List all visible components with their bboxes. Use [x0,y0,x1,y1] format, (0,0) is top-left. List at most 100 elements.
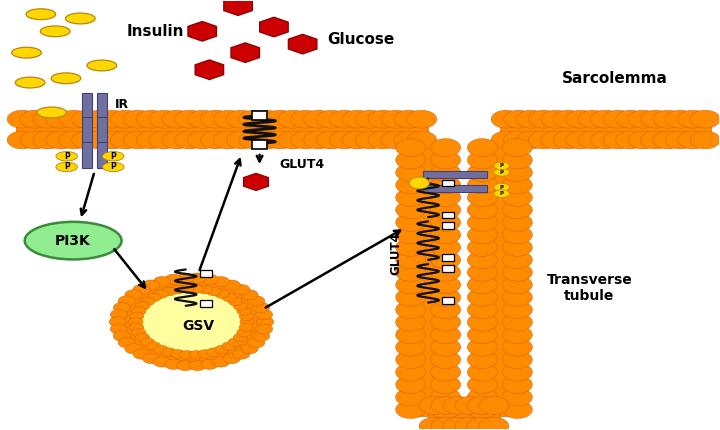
Circle shape [678,131,708,149]
Circle shape [342,110,372,128]
Circle shape [419,396,449,415]
Circle shape [396,226,426,244]
Circle shape [135,333,150,342]
Circle shape [467,417,497,430]
Circle shape [431,163,461,181]
Ellipse shape [133,289,250,354]
Circle shape [239,110,269,128]
Polygon shape [224,0,252,15]
Circle shape [503,313,532,331]
Bar [200,270,212,277]
Circle shape [431,417,461,430]
Circle shape [140,338,155,347]
Circle shape [503,201,532,219]
Bar [428,404,500,427]
Circle shape [97,110,127,128]
Circle shape [467,251,498,269]
Circle shape [467,188,498,206]
Circle shape [541,110,571,128]
Text: P: P [500,163,504,169]
Text: PI3K: PI3K [55,233,91,248]
Circle shape [407,110,437,128]
Circle shape [7,131,37,149]
Circle shape [431,363,461,381]
Circle shape [396,363,426,381]
Circle shape [431,251,461,269]
Circle shape [240,317,254,326]
Circle shape [201,359,218,369]
Circle shape [431,138,461,157]
Circle shape [396,313,426,331]
Circle shape [394,110,424,128]
Circle shape [616,110,646,128]
Circle shape [503,376,532,393]
Bar [253,111,267,120]
Circle shape [291,110,320,128]
Circle shape [237,307,251,315]
Circle shape [455,417,485,430]
Circle shape [171,350,185,358]
Circle shape [431,188,461,206]
Circle shape [641,110,670,128]
Ellipse shape [40,26,70,37]
Circle shape [278,110,308,128]
Circle shape [665,131,696,149]
Circle shape [431,213,461,231]
Circle shape [396,138,426,157]
Circle shape [180,350,194,359]
Circle shape [368,131,398,149]
Circle shape [154,345,168,354]
Circle shape [503,238,532,256]
Circle shape [207,348,221,356]
Circle shape [396,151,426,169]
Circle shape [20,110,50,128]
Polygon shape [288,34,317,54]
Circle shape [256,316,274,327]
Circle shape [136,131,166,149]
Circle shape [431,396,461,415]
Circle shape [355,131,385,149]
Circle shape [130,312,144,321]
Circle shape [207,287,221,296]
Text: P: P [500,185,504,190]
Circle shape [467,138,498,157]
Circle shape [503,188,532,206]
Ellipse shape [56,162,78,172]
Text: P: P [64,163,70,172]
Circle shape [431,151,461,169]
Circle shape [628,131,658,149]
Circle shape [516,131,546,149]
Ellipse shape [102,162,124,172]
Circle shape [212,357,230,367]
Circle shape [147,342,161,350]
Circle shape [566,131,595,149]
Circle shape [223,280,240,290]
Circle shape [467,401,498,418]
Circle shape [678,110,708,128]
Polygon shape [243,173,269,190]
Circle shape [431,301,461,319]
Circle shape [110,131,140,149]
Circle shape [503,264,532,281]
Circle shape [407,131,437,149]
Circle shape [130,323,144,332]
Circle shape [431,326,461,344]
Circle shape [665,110,696,128]
Bar [443,297,454,304]
Circle shape [467,388,498,406]
Circle shape [396,289,426,306]
Circle shape [541,131,571,149]
Circle shape [71,110,102,128]
Circle shape [147,293,161,302]
Bar [97,93,107,119]
Circle shape [342,131,372,149]
Circle shape [132,328,146,337]
Circle shape [291,131,320,149]
Circle shape [162,110,192,128]
Ellipse shape [494,169,510,176]
Circle shape [129,317,143,326]
Circle shape [503,388,532,406]
Bar [16,118,428,141]
Circle shape [33,110,63,128]
Text: GLUT4: GLUT4 [390,232,402,275]
